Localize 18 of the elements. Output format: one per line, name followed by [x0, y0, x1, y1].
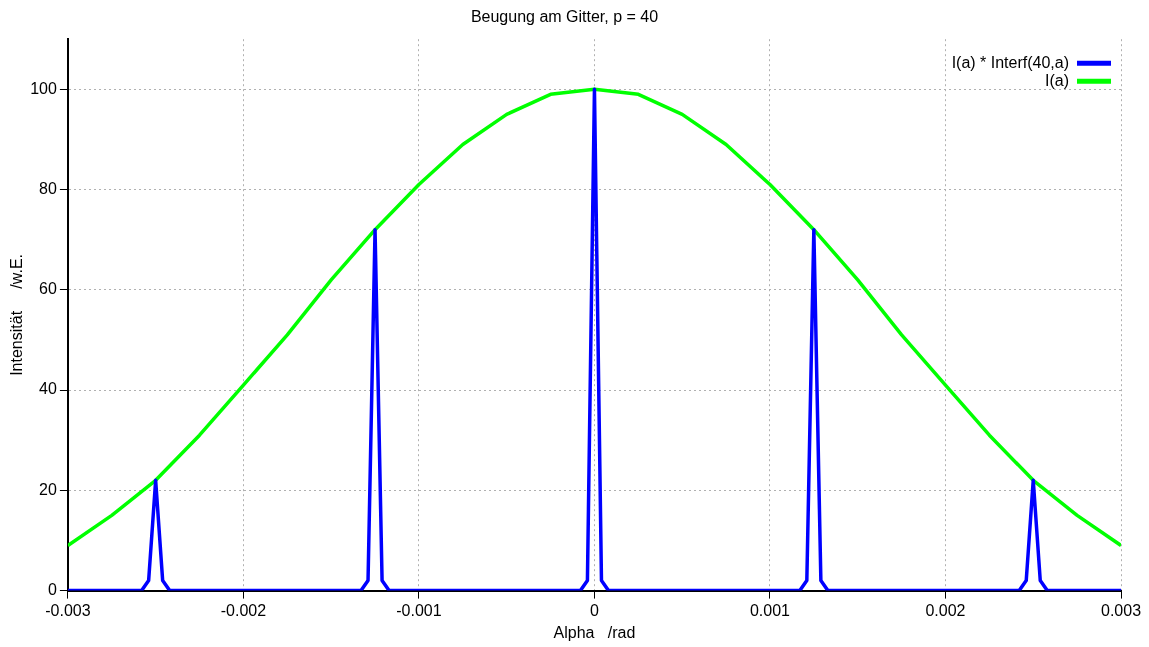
x-tick-label: -0.003 — [45, 601, 91, 619]
x-tick-label: -0.001 — [396, 601, 442, 619]
y-tick-label: 0 — [47, 581, 57, 599]
x-axis-title: Alpha /rad — [553, 623, 636, 641]
x-tick-label: 0.001 — [749, 601, 791, 619]
y-tick-label: 20 — [39, 480, 57, 498]
x-tick-label: 0 — [589, 601, 599, 619]
y-tick-label: 80 — [39, 179, 57, 197]
chart-title: Beugung am Gitter, p = 40 — [470, 8, 659, 26]
x-tick-label: 0.003 — [1100, 601, 1142, 619]
y-axis-title: Intensität /w.E. — [8, 253, 26, 376]
legend-label: I(a) — [1045, 71, 1069, 89]
x-tick-label: 0.002 — [925, 601, 966, 619]
x-tick-label: -0.002 — [220, 601, 267, 619]
y-tick-label: 60 — [39, 280, 57, 298]
y-tick-label: 100 — [30, 79, 57, 97]
y-tick-label: 40 — [39, 380, 57, 398]
legend-label: I(a) * Interf(40,a) — [951, 53, 1069, 71]
